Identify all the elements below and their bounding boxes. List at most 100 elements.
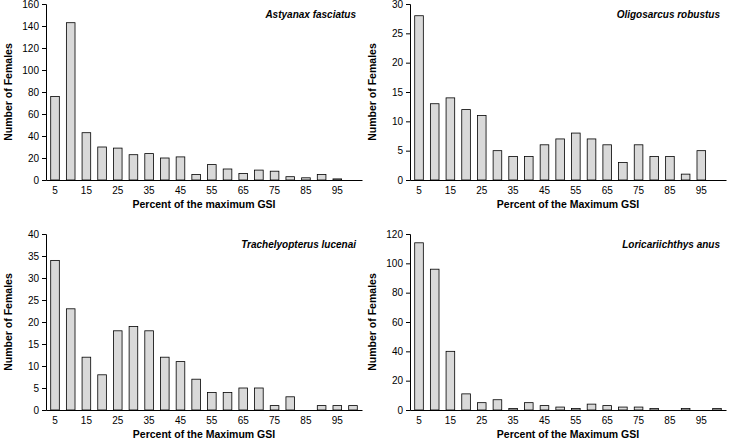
x-tick-label: 65 bbox=[602, 415, 614, 426]
x-axis-title: Percent of the Maximum GSI bbox=[133, 428, 275, 440]
y-tick: 30 bbox=[392, 0, 410, 10]
x-tick: 85 bbox=[300, 410, 312, 426]
x-tick-label: 25 bbox=[112, 415, 124, 426]
x-tick: 75 bbox=[269, 410, 281, 426]
y-tick: 5 bbox=[397, 145, 410, 156]
x-tick-label: 75 bbox=[269, 415, 281, 426]
y-tick-label: 0 bbox=[33, 175, 39, 186]
bar bbox=[192, 379, 201, 410]
bar bbox=[556, 139, 565, 180]
x-tick: 35 bbox=[144, 410, 156, 426]
y-tick-mark bbox=[42, 366, 46, 367]
bar bbox=[540, 145, 549, 180]
y-tick-label: 5 bbox=[397, 145, 403, 156]
x-tick-label: 5 bbox=[416, 185, 422, 196]
bar bbox=[192, 175, 201, 181]
y-tick-label: 80 bbox=[392, 287, 404, 298]
x-tick: 15 bbox=[445, 180, 457, 196]
bar bbox=[697, 151, 706, 180]
x-tick: 15 bbox=[81, 410, 93, 426]
x-tick-label: 5 bbox=[52, 185, 58, 196]
y-tick: 60 bbox=[28, 109, 46, 120]
y-tick-label: 20 bbox=[392, 57, 404, 68]
bar bbox=[286, 397, 295, 410]
y-tick-label: 40 bbox=[392, 346, 404, 357]
y-tick-label: 60 bbox=[392, 317, 404, 328]
x-tick-label: 5 bbox=[416, 415, 422, 426]
y-axis-title: Number of Females bbox=[366, 273, 378, 371]
x-tick: 65 bbox=[238, 410, 250, 426]
bar bbox=[317, 406, 326, 410]
bar bbox=[66, 309, 75, 410]
y-tick-mark bbox=[406, 151, 410, 152]
x-tick: 65 bbox=[238, 180, 250, 196]
x-axis: 5152535455565758595 bbox=[411, 410, 727, 426]
bar bbox=[160, 357, 169, 410]
bar bbox=[113, 148, 122, 180]
bar bbox=[540, 406, 549, 410]
x-tick: 25 bbox=[112, 410, 124, 426]
bar bbox=[286, 177, 295, 180]
bar bbox=[681, 174, 690, 180]
bar bbox=[509, 157, 518, 180]
bar bbox=[666, 410, 675, 411]
bar bbox=[66, 23, 75, 180]
x-tick: 25 bbox=[476, 180, 488, 196]
title: Loricariichthys anus bbox=[622, 239, 720, 250]
bar bbox=[145, 154, 154, 180]
x-tick-label: 15 bbox=[81, 415, 93, 426]
y-tick: 0 bbox=[397, 405, 410, 416]
y-axis: 020406080100120 bbox=[386, 229, 410, 416]
bar bbox=[462, 110, 471, 180]
bar bbox=[650, 157, 659, 180]
y-tick: 15 bbox=[392, 87, 410, 98]
y-tick: 20 bbox=[28, 317, 46, 328]
y-tick: 0 bbox=[397, 175, 410, 186]
x-tick-label: 85 bbox=[300, 415, 312, 426]
x-tick-label: 35 bbox=[508, 185, 520, 196]
x-tick: 35 bbox=[508, 180, 520, 196]
x-tick-label: 75 bbox=[269, 185, 281, 196]
x-tick-label: 15 bbox=[445, 185, 457, 196]
x-tick-label: 95 bbox=[696, 415, 708, 426]
y-tick: 120 bbox=[386, 229, 410, 240]
y-tick-mark bbox=[42, 92, 46, 93]
x-tick: 95 bbox=[696, 180, 708, 196]
x-tick: 45 bbox=[539, 410, 551, 426]
y-tick: 40 bbox=[28, 131, 46, 142]
x-tick: 25 bbox=[112, 180, 124, 196]
bars bbox=[415, 243, 722, 410]
x-tick: 95 bbox=[332, 410, 344, 426]
y-axis-title: Number of Females bbox=[366, 43, 378, 141]
bar bbox=[415, 243, 424, 410]
x-tick-label: 15 bbox=[445, 415, 457, 426]
y-tick: 40 bbox=[392, 346, 410, 357]
y-tick-mark bbox=[42, 322, 46, 323]
x-tick-label: 45 bbox=[539, 185, 551, 196]
x-tick: 75 bbox=[633, 410, 645, 426]
x-tick: 75 bbox=[269, 180, 281, 196]
x-axis: 5152535455565758595 bbox=[47, 180, 363, 196]
x-tick: 5 bbox=[52, 410, 58, 426]
y-tick-label: 30 bbox=[28, 273, 40, 284]
bar bbox=[681, 409, 690, 410]
y-tick: 40 bbox=[28, 229, 46, 240]
y-tick: 25 bbox=[392, 28, 410, 39]
x-axis-line bbox=[411, 410, 727, 411]
figure: 0204060801001201401605152535455565758595… bbox=[0, 0, 731, 445]
y-tick-mark bbox=[406, 322, 410, 323]
bar bbox=[333, 406, 342, 410]
y-tick-label: 80 bbox=[28, 87, 40, 98]
bar bbox=[477, 403, 486, 410]
x-tick-label: 55 bbox=[206, 185, 218, 196]
y-axis-line bbox=[406, 5, 411, 181]
y-tick-mark bbox=[42, 114, 46, 115]
y-tick-label: 10 bbox=[28, 361, 40, 372]
bar bbox=[634, 407, 643, 410]
bar bbox=[145, 331, 154, 410]
x-tick: 95 bbox=[696, 410, 708, 426]
bar bbox=[666, 157, 675, 180]
y-tick-mark bbox=[406, 381, 410, 382]
x-tick: 15 bbox=[445, 410, 457, 426]
bar bbox=[697, 410, 706, 411]
